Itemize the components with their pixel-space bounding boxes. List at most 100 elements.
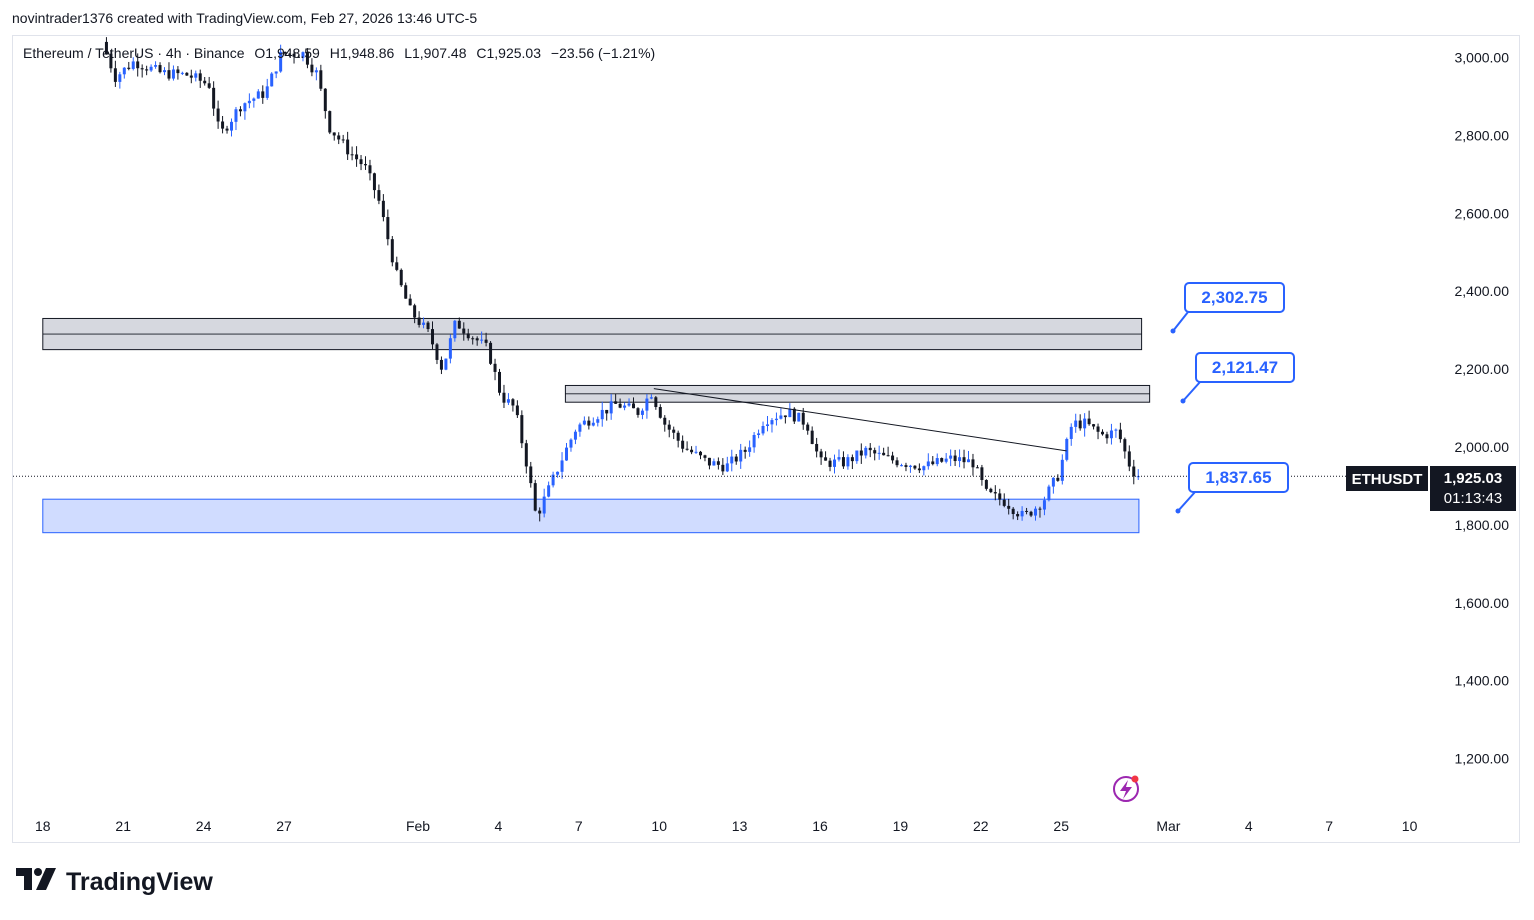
candle-body [904, 465, 908, 467]
callout-box [1188, 462, 1289, 493]
candle-body [297, 56, 301, 58]
candle-body [261, 91, 265, 98]
candle-body [792, 408, 796, 422]
candle-body [690, 449, 694, 453]
legend-symbol[interactable]: Ethereum / TetherUS · 4h · Binance [23, 45, 245, 61]
support-zone [42, 498, 1140, 534]
candle-body [413, 305, 417, 318]
candle-body [1123, 439, 1127, 452]
price-tick-label: 1,200.00 [1455, 751, 1510, 767]
candle-body [1096, 426, 1100, 432]
candle-body [136, 61, 140, 69]
candle-body [292, 53, 296, 57]
candle-body [176, 69, 180, 74]
candles-layer [104, 37, 1140, 522]
candle-body [163, 70, 167, 73]
candle-body [783, 415, 787, 418]
candle-body [145, 69, 149, 71]
candle-body [547, 485, 551, 497]
candle-body [337, 135, 341, 140]
callout-1837[interactable]: 1,837.65 [1175, 462, 1289, 514]
candle-body [707, 457, 711, 466]
candle-body [980, 467, 984, 481]
tradingview-logo-mark-icon [16, 868, 60, 897]
candle-body [203, 80, 207, 84]
candle-body [748, 447, 752, 452]
candle-body [636, 408, 640, 415]
candle-body [993, 492, 997, 494]
candle-body [967, 459, 971, 463]
candle-body [560, 460, 564, 472]
candle-body [922, 466, 926, 471]
candle-body [377, 190, 381, 201]
candle-body [917, 468, 921, 471]
candle-body [1051, 477, 1055, 487]
candle-body [489, 342, 493, 364]
callout-anchor [1180, 398, 1186, 404]
candle-body [270, 73, 274, 87]
callout-anchor [1170, 328, 1176, 334]
candle-body [408, 298, 412, 306]
candle-body [422, 322, 426, 325]
candle-body [167, 70, 171, 79]
candle-body [806, 424, 810, 431]
tradingview-logo[interactable]: TradingView [16, 868, 213, 897]
candle-body [886, 455, 890, 457]
callout-label: 1,837.65 [1205, 468, 1271, 487]
callout-pointer [1172, 311, 1189, 332]
time-tick-label: 21 [115, 818, 131, 834]
callout-pointer [1182, 381, 1201, 402]
candle-body [314, 70, 318, 73]
price-tick-label: 2,400.00 [1455, 283, 1510, 299]
candle-body [154, 65, 158, 67]
candle-body [346, 139, 350, 155]
candle-body [819, 451, 823, 458]
ticker-badge[interactable]: ETHUSDT 1,925.03 01:13:43 [1346, 466, 1516, 511]
candle-body [721, 464, 725, 472]
ticker-name: ETHUSDT [1352, 471, 1423, 488]
legend-open: O1,948.59 [254, 45, 320, 61]
candle-body [466, 333, 470, 339]
candle-body [649, 397, 653, 399]
candle-body [752, 435, 756, 448]
candle-body [958, 457, 962, 462]
callout-2121[interactable]: 2,121.47 [1180, 352, 1295, 404]
candle-body [439, 359, 443, 370]
candle-body [573, 431, 577, 440]
candle-body [859, 450, 863, 456]
time-tick-label: 18 [35, 818, 51, 834]
candle-body [1060, 459, 1064, 481]
candle-body [779, 415, 783, 419]
candle-body [618, 403, 622, 408]
candle-body [113, 68, 117, 82]
candle-body [627, 403, 631, 406]
candle-body [609, 401, 613, 414]
candle-body [171, 69, 175, 79]
time-tick-label: 13 [732, 818, 748, 834]
candle-body [944, 458, 948, 462]
candle-body [591, 422, 595, 426]
candle-body [158, 65, 162, 73]
callout-2302[interactable]: 2,302.75 [1170, 282, 1285, 334]
candle-body [694, 451, 698, 453]
price-tick-label: 2,000.00 [1455, 439, 1510, 455]
candle-body [850, 457, 854, 462]
candle-body [1132, 466, 1136, 477]
candle-body [757, 433, 761, 436]
candle-body [431, 329, 435, 345]
candle-body [180, 72, 184, 74]
candle-body [699, 451, 703, 456]
candle-body [587, 420, 591, 426]
countdown-timer: 01:13:43 [1444, 490, 1502, 507]
flash-icon[interactable] [1113, 775, 1139, 802]
legend-low: L1,907.48 [404, 45, 467, 61]
candle-body [931, 461, 935, 465]
candle-body [681, 440, 685, 449]
candle-body [841, 457, 845, 467]
candle-body [632, 403, 636, 409]
candle-body [283, 51, 287, 54]
candle-body [654, 397, 658, 408]
candle-body [672, 429, 676, 433]
zones-layer [42, 317, 1151, 534]
